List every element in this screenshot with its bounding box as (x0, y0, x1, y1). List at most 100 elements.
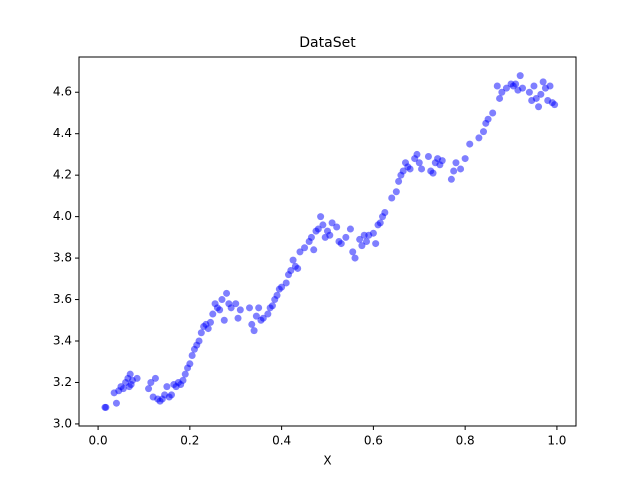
point (498, 88, 506, 96)
x-tick-label: 0.2 (180, 434, 199, 448)
point (484, 115, 492, 123)
point (227, 304, 235, 312)
point (395, 177, 403, 185)
point (112, 399, 120, 407)
point (429, 169, 437, 177)
point (307, 233, 315, 241)
point (342, 233, 350, 241)
point (502, 84, 510, 92)
point (466, 140, 474, 148)
point (179, 376, 187, 384)
point (319, 221, 327, 229)
point (278, 283, 286, 291)
point (206, 318, 214, 326)
point (181, 370, 189, 378)
x-axis-label: X (323, 454, 331, 468)
point (145, 385, 153, 393)
point (296, 248, 304, 256)
point (248, 320, 256, 328)
point (204, 325, 212, 333)
point (259, 314, 267, 322)
point (310, 246, 318, 254)
point (255, 304, 263, 312)
chart-title: DataSet (299, 35, 356, 51)
point (512, 80, 520, 88)
point (250, 327, 258, 335)
point (349, 248, 357, 256)
point (188, 352, 196, 360)
point (539, 78, 547, 86)
point (163, 383, 171, 391)
point (133, 374, 141, 382)
point (216, 306, 224, 314)
plot-frame (78, 56, 577, 427)
point (282, 279, 290, 287)
y-tick-label: 4.2 (53, 168, 72, 182)
point (418, 165, 426, 173)
point (535, 103, 543, 111)
point (525, 88, 533, 96)
point (102, 403, 110, 411)
point (273, 291, 281, 299)
point (126, 370, 134, 378)
point (532, 94, 540, 102)
point (252, 312, 260, 320)
y-tick-label: 3.2 (53, 375, 72, 389)
point (551, 101, 559, 109)
point (452, 159, 460, 167)
point (232, 300, 240, 308)
point (406, 165, 414, 173)
point (218, 296, 226, 304)
point (119, 385, 127, 393)
point (358, 242, 366, 250)
point (186, 360, 194, 368)
point (326, 231, 334, 239)
point (195, 337, 203, 345)
point (147, 378, 155, 386)
y-tick-label: 4.6 (53, 85, 72, 99)
y-tick-label: 3.4 (53, 334, 72, 348)
x-tick-label: 0.4 (272, 434, 291, 448)
point (438, 157, 446, 165)
point (167, 391, 175, 399)
point (337, 240, 345, 248)
point (356, 235, 364, 243)
y-tick-label: 4.4 (53, 126, 72, 140)
point (294, 264, 302, 272)
point (424, 153, 432, 161)
point (301, 244, 309, 252)
point (287, 267, 295, 275)
x-tick-label: 0.8 (456, 434, 475, 448)
point (399, 167, 407, 175)
point (363, 238, 371, 245)
point (457, 165, 465, 173)
x-tick-label: 0.6 (364, 434, 383, 448)
point (333, 223, 341, 231)
y-tick-label: 3.0 (53, 416, 72, 430)
point (493, 82, 501, 90)
point (236, 306, 244, 314)
point (489, 109, 497, 117)
point (351, 254, 359, 262)
point (209, 310, 217, 318)
point (546, 82, 554, 90)
y-tick-label: 3.6 (53, 292, 72, 306)
point (388, 194, 396, 202)
point (151, 374, 159, 382)
point (372, 240, 380, 248)
point (413, 150, 421, 158)
point (475, 134, 483, 142)
point (519, 84, 527, 92)
point (537, 90, 545, 98)
point (480, 128, 488, 136)
point (450, 167, 458, 175)
point (289, 256, 297, 264)
point (376, 219, 384, 227)
x-tick-label: 1.0 (547, 434, 566, 448)
point (314, 225, 322, 233)
point (268, 302, 276, 310)
point (381, 208, 389, 216)
point (317, 213, 325, 221)
point (245, 304, 253, 312)
